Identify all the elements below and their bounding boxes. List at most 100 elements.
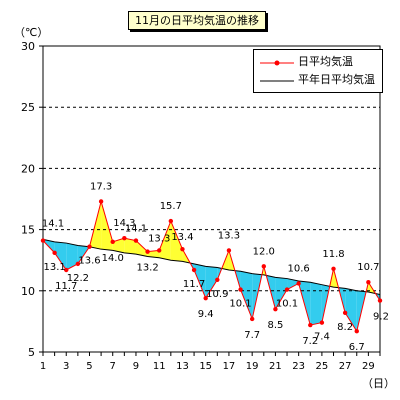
data-label: 7.2 bbox=[302, 336, 318, 347]
data-point bbox=[226, 248, 232, 253]
data-label: 10.6 bbox=[288, 263, 310, 274]
data-label: 7.4 bbox=[314, 332, 330, 343]
data-point bbox=[342, 310, 348, 316]
deviation-fill bbox=[101, 201, 113, 251]
data-label: 13.3 bbox=[218, 230, 240, 241]
data-label: 7.7 bbox=[244, 330, 260, 341]
data-point bbox=[261, 264, 266, 269]
data-point bbox=[145, 249, 150, 254]
x-tick-labels: 1 3 5 7 9 11 13 15 17 19 21 23 25 27 29 bbox=[40, 352, 381, 372]
data-label: 13.6 bbox=[78, 256, 100, 267]
y-axis-unit: （℃） bbox=[14, 26, 49, 39]
data-point bbox=[331, 266, 336, 271]
y-tick-label: 15 bbox=[21, 224, 35, 237]
y-tick-label: 25 bbox=[21, 101, 35, 114]
data-label: 14.1 bbox=[125, 224, 147, 235]
deviation-fill bbox=[194, 263, 206, 299]
axes bbox=[42, 45, 381, 353]
normal-temperature-line bbox=[42, 238, 381, 295]
plot-frame bbox=[42, 45, 381, 353]
data-point bbox=[191, 267, 197, 273]
data-label: 10.9 bbox=[206, 289, 228, 300]
data-label: 17.3 bbox=[90, 181, 112, 192]
legend: 日平均気温 平年日平均気温 bbox=[253, 49, 383, 93]
x-tick-label: 1 bbox=[40, 361, 46, 372]
x-tick-label: 11 bbox=[153, 361, 166, 372]
series-lines bbox=[42, 199, 381, 333]
y-tick-label: 10 bbox=[21, 285, 35, 298]
x-tick-label: 23 bbox=[292, 361, 305, 372]
data-point bbox=[273, 306, 278, 312]
legend-item-daily: 日平均気温 bbox=[260, 55, 378, 71]
deviation-fill bbox=[205, 266, 218, 299]
legend-label-daily: 日平均気温 bbox=[298, 55, 353, 68]
data-point bbox=[203, 295, 208, 301]
x-tick-label: 29 bbox=[362, 361, 375, 372]
data-label: 13.1 bbox=[43, 262, 65, 273]
x-tick-label: 9 bbox=[133, 361, 139, 372]
deviation-fill bbox=[66, 243, 78, 270]
data-point bbox=[215, 277, 220, 282]
y-tick-label: 30 bbox=[21, 40, 35, 53]
data-point bbox=[40, 238, 46, 243]
data-label: 10.1 bbox=[276, 299, 298, 310]
deviation-fill bbox=[287, 278, 299, 290]
data-label: 15.7 bbox=[160, 201, 182, 212]
data-point bbox=[52, 250, 57, 256]
data-label: 6.7 bbox=[349, 342, 365, 353]
data-label: 8.2 bbox=[337, 322, 353, 333]
data-point bbox=[98, 199, 104, 204]
data-point bbox=[249, 316, 255, 322]
y-tick-labels: 5 10 15 20 25 30 bbox=[21, 40, 43, 359]
data-label: 14.3 bbox=[113, 218, 135, 229]
deviation-fill bbox=[159, 221, 171, 261]
x-tick-label: 5 bbox=[86, 361, 92, 372]
data-point bbox=[168, 218, 174, 224]
x-tick-label: 3 bbox=[63, 361, 69, 372]
data-point bbox=[296, 281, 301, 286]
data-point bbox=[377, 298, 383, 303]
data-point bbox=[122, 235, 127, 241]
legend-label-normal: 平年日平均気温 bbox=[298, 73, 375, 86]
deviation-fill bbox=[240, 271, 253, 319]
data-point bbox=[180, 246, 185, 252]
deviation-fill bbox=[54, 241, 67, 270]
y-tick-label: 20 bbox=[21, 162, 35, 175]
x-tick-label: 15 bbox=[199, 361, 212, 372]
data-label: 12.0 bbox=[253, 246, 275, 257]
x-tick-label: 13 bbox=[176, 361, 189, 372]
data-point bbox=[366, 280, 371, 285]
data-point bbox=[308, 322, 313, 328]
data-label: 11.8 bbox=[322, 249, 344, 260]
y-tick-label: 5 bbox=[28, 346, 35, 359]
data-point bbox=[64, 267, 69, 273]
data-point bbox=[87, 244, 92, 249]
data-label: 11.7 bbox=[55, 281, 77, 292]
data-points bbox=[40, 199, 383, 334]
data-point bbox=[157, 248, 162, 253]
data-label: 13.3 bbox=[148, 233, 170, 244]
data-point bbox=[354, 328, 359, 334]
data-label: 12.2 bbox=[67, 273, 89, 284]
legend-marker-normal bbox=[260, 80, 294, 82]
x-tick-label: 25 bbox=[316, 361, 329, 372]
x-axis-unit: （日） bbox=[362, 377, 395, 390]
legend-item-normal: 平年日平均気温 bbox=[260, 73, 378, 89]
data-point bbox=[284, 287, 290, 292]
grid-lines bbox=[43, 106, 380, 292]
data-label: 9.4 bbox=[198, 309, 214, 320]
x-tick-label: 7 bbox=[110, 361, 116, 372]
data-labels: 14.113.111.712.213.617.314.014.314.113.2… bbox=[42, 181, 389, 353]
data-point bbox=[75, 261, 81, 267]
x-tick-label: 19 bbox=[246, 361, 259, 372]
data-point bbox=[319, 320, 325, 325]
data-label: 14.1 bbox=[42, 219, 64, 230]
data-label: 10.1 bbox=[229, 299, 251, 310]
data-label: 8.5 bbox=[267, 320, 283, 331]
data-label: 9.2 bbox=[373, 312, 389, 323]
deviation-fill bbox=[170, 221, 183, 262]
data-point bbox=[133, 238, 139, 243]
deviation-fill bbox=[147, 250, 160, 258]
data-label: 13.4 bbox=[171, 232, 193, 243]
